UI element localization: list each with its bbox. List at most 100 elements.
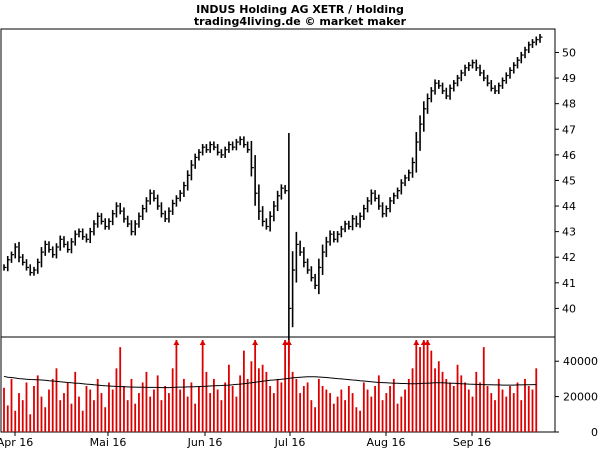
- price-bar: [449, 84, 453, 100]
- price-bar: [209, 141, 213, 153]
- price-bar: [66, 241, 71, 253]
- volume-bars: [3, 340, 538, 432]
- price-bar: [63, 236, 67, 248]
- price-bar: [494, 85, 498, 94]
- price-bar: [456, 74, 461, 87]
- price-tick-label: 50: [562, 46, 576, 59]
- price-bar: [344, 220, 348, 233]
- price-bar: [363, 204, 367, 221]
- price-bar: [351, 215, 356, 231]
- price-bar: [51, 246, 56, 258]
- price-bar: [284, 184, 288, 194]
- price-bar: [389, 197, 393, 213]
- price-panel-frame: [0, 28, 556, 338]
- time-tick-label: Sep 16: [453, 436, 491, 449]
- price-bar: [419, 115, 423, 151]
- price-bar: [108, 218, 112, 230]
- price-bar: [44, 240, 48, 256]
- price-bar: [490, 80, 494, 92]
- price-bar: [224, 146, 228, 158]
- price-tick-label: 47: [562, 123, 576, 136]
- volume-bar: [420, 340, 427, 432]
- price-bar: [437, 80, 442, 89]
- price-bar: [501, 77, 506, 89]
- price-bar: [228, 141, 232, 153]
- time-tick-label: Aug 16: [367, 436, 406, 449]
- price-bar: [111, 209, 116, 226]
- price-bar: [445, 87, 449, 100]
- price-bar: [18, 241, 22, 263]
- price-bar: [186, 170, 191, 191]
- price-bar: [258, 184, 262, 220]
- time-tick-label: Jul 16: [274, 436, 306, 449]
- price-bar: [288, 132, 292, 367]
- price-bar: [21, 254, 26, 266]
- price-bar: [93, 220, 97, 236]
- price-bar: [411, 157, 416, 178]
- price-bar: [295, 231, 299, 283]
- price-bar: [333, 231, 337, 243]
- price-bar: [355, 215, 359, 228]
- price-bar: [299, 240, 303, 256]
- price-bar: [509, 67, 513, 79]
- price-bar: [340, 225, 344, 238]
- price-bar: [265, 218, 269, 230]
- price-bar: [310, 266, 314, 282]
- price-bar: [246, 141, 251, 153]
- price-tick-label: 49: [562, 72, 576, 85]
- price-bar: [464, 64, 468, 77]
- price-bar: [280, 184, 284, 200]
- price-bar: [452, 80, 457, 92]
- price-bar: [115, 202, 119, 218]
- price-tick-label: 43: [562, 226, 576, 239]
- price-bar: [235, 138, 239, 151]
- price-bar: [141, 204, 146, 221]
- price-bar: [59, 235, 63, 251]
- price-bar: [400, 179, 404, 195]
- price-bar: [168, 207, 172, 223]
- volume-bar: [282, 340, 289, 432]
- price-bar: [291, 251, 296, 328]
- price-bar: [33, 266, 37, 276]
- price-bar: [171, 199, 176, 215]
- price-bar: [213, 141, 217, 151]
- price-bar: [55, 243, 59, 259]
- price-bar: [396, 187, 401, 199]
- price-bar: [303, 247, 307, 268]
- price-bar: [512, 62, 517, 74]
- price-bar: [164, 210, 168, 222]
- price-bar: [516, 57, 521, 69]
- price-bar: [145, 197, 149, 213]
- volume-tick-label: 40000: [563, 355, 598, 368]
- chart-subtitle: trading4living.de © market maker: [194, 15, 407, 28]
- price-bar: [535, 36, 539, 46]
- volume-axis: 0 20000 40000: [555, 355, 598, 439]
- price-tick-label: 46: [562, 149, 576, 162]
- price-bar: [378, 194, 382, 210]
- price-bar: [539, 33, 543, 43]
- volume-bar: [285, 340, 292, 432]
- price-bar: [126, 215, 131, 228]
- volume-bar: [173, 340, 180, 432]
- price-bar: [194, 153, 198, 169]
- price-bar: [359, 212, 363, 228]
- price-bar: [119, 202, 123, 215]
- volume-bar: [424, 340, 431, 432]
- price-bar: [96, 212, 101, 228]
- price-bar: [366, 197, 371, 213]
- price-bar: [149, 189, 153, 205]
- price-bar: [239, 136, 243, 146]
- price-bar: [471, 59, 476, 69]
- price-bars: [3, 33, 543, 367]
- price-tick-label: 42: [562, 251, 576, 264]
- price-bar: [374, 190, 378, 202]
- price-bar: [205, 144, 209, 153]
- price-bar: [231, 141, 236, 151]
- price-bar: [430, 87, 434, 103]
- price-bar: [393, 192, 397, 205]
- price-bar: [179, 190, 183, 202]
- price-bar: [441, 82, 446, 94]
- price-bar: [81, 228, 86, 240]
- price-bar: [475, 59, 479, 71]
